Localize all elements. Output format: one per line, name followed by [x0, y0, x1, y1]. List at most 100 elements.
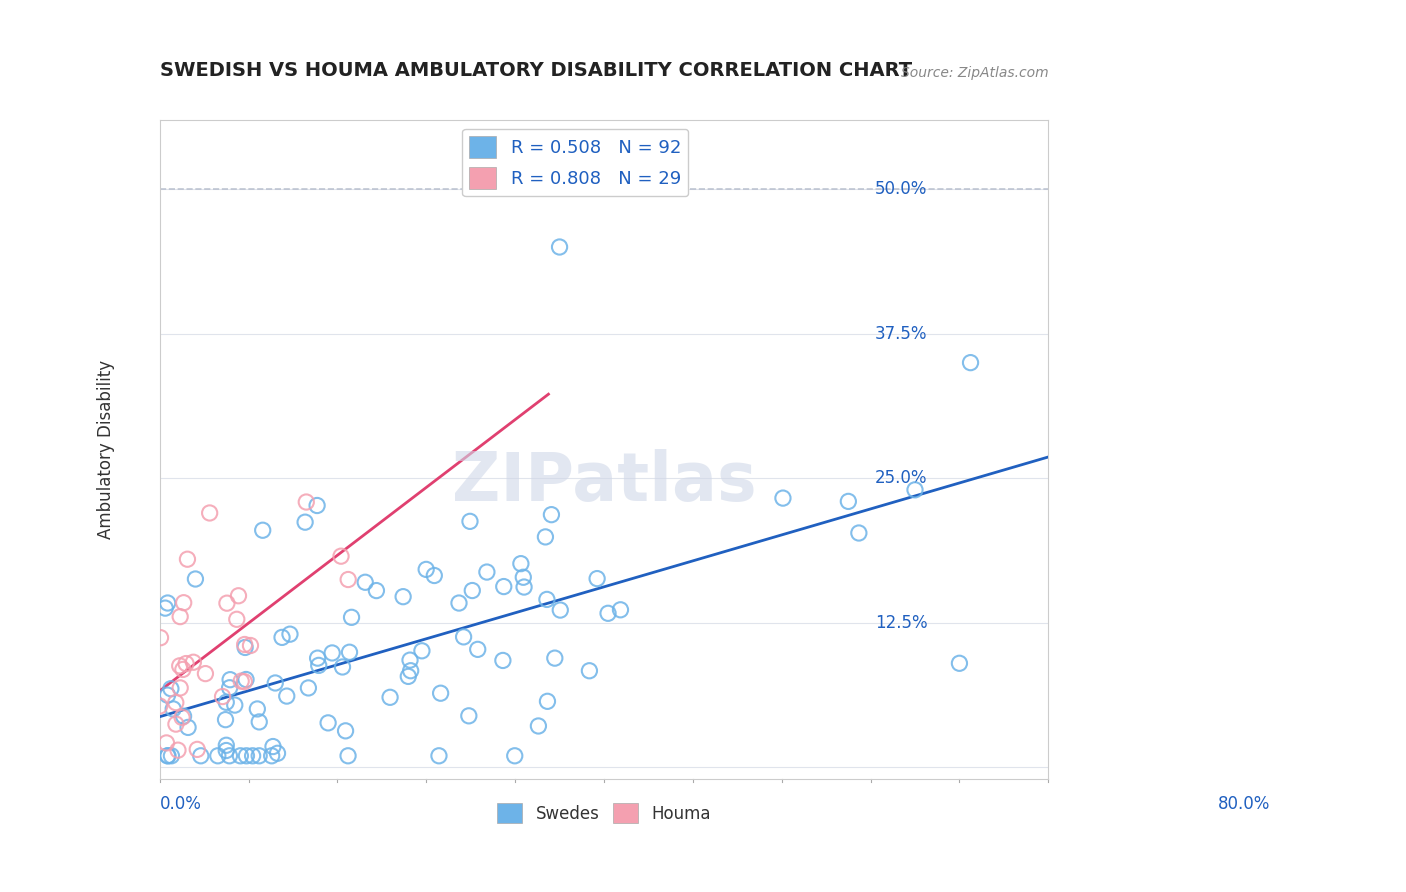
Point	[534, 530, 557, 544]
Point	[165, 696, 187, 710]
Point	[169, 658, 191, 673]
Point	[959, 356, 981, 370]
Point	[492, 580, 515, 594]
Text: Source: ZipAtlas.com: Source: ZipAtlas.com	[901, 66, 1049, 80]
Point	[527, 719, 550, 733]
Point	[411, 644, 433, 658]
Point	[219, 673, 242, 687]
Point	[321, 646, 343, 660]
Point	[156, 748, 179, 763]
Point	[214, 713, 236, 727]
Point	[544, 651, 567, 665]
Point	[235, 748, 257, 763]
Point	[548, 603, 571, 617]
Point	[509, 557, 531, 571]
Point	[458, 514, 481, 528]
Point	[461, 583, 484, 598]
Point	[233, 674, 256, 689]
Point	[262, 739, 284, 754]
Point	[266, 746, 288, 760]
Point	[170, 710, 193, 724]
Point	[207, 748, 229, 763]
Point	[225, 612, 247, 626]
Point	[169, 609, 191, 624]
Point	[231, 674, 253, 689]
Point	[174, 657, 197, 671]
Point	[184, 572, 207, 586]
Point	[427, 748, 450, 763]
Point	[378, 690, 401, 705]
Point	[294, 515, 316, 529]
Point	[399, 664, 422, 678]
Point	[218, 748, 240, 763]
Point	[194, 666, 217, 681]
Point	[242, 748, 264, 763]
Point	[337, 573, 360, 587]
Point	[335, 723, 357, 738]
Point	[155, 601, 177, 615]
Point	[215, 596, 238, 610]
Point	[228, 589, 250, 603]
Point	[457, 709, 479, 723]
Point	[596, 607, 619, 621]
Point	[475, 565, 498, 579]
Point	[157, 748, 180, 763]
Point	[513, 580, 536, 594]
Point	[772, 491, 794, 505]
Text: 37.5%: 37.5%	[875, 325, 928, 343]
Point	[307, 651, 329, 665]
Text: SWEDISH VS HOUMA AMBULATORY DISABILITY CORRELATION CHART: SWEDISH VS HOUMA AMBULATORY DISABILITY C…	[160, 62, 912, 80]
Point	[536, 694, 558, 708]
Text: 12.5%: 12.5%	[875, 614, 928, 632]
Point	[149, 699, 172, 714]
Point	[330, 549, 353, 564]
Point	[337, 748, 360, 763]
Text: 25.0%: 25.0%	[875, 469, 928, 487]
Point	[536, 592, 558, 607]
Point	[215, 743, 238, 757]
Point	[186, 742, 208, 756]
Legend: Swedes, Houma: Swedes, Houma	[491, 797, 717, 830]
Point	[173, 596, 195, 610]
Point	[512, 570, 534, 584]
Point	[339, 645, 361, 659]
Point	[904, 483, 927, 497]
Point	[233, 640, 256, 655]
Point	[399, 653, 422, 667]
Point	[160, 748, 183, 763]
Point	[276, 689, 298, 703]
Point	[246, 702, 269, 716]
Point	[467, 642, 489, 657]
Point	[224, 698, 246, 712]
Point	[235, 673, 257, 687]
Text: 0.0%: 0.0%	[160, 796, 201, 814]
Point	[176, 552, 198, 566]
Point	[233, 638, 256, 652]
Point	[366, 583, 388, 598]
Text: Ambulatory Disability: Ambulatory Disability	[97, 359, 115, 539]
Point	[354, 575, 377, 590]
Point	[447, 596, 470, 610]
Point	[172, 662, 194, 676]
Point	[215, 695, 238, 709]
Text: ZIPatlas: ZIPatlas	[451, 450, 756, 516]
Point	[162, 702, 184, 716]
Point	[156, 688, 179, 702]
Point	[415, 562, 437, 576]
Point	[609, 603, 631, 617]
Point	[247, 714, 270, 729]
Point	[297, 681, 319, 695]
Point	[453, 630, 475, 644]
Point	[215, 738, 238, 752]
Point	[239, 639, 262, 653]
Point	[177, 720, 200, 734]
Text: 50.0%: 50.0%	[875, 180, 928, 198]
Point	[307, 499, 329, 513]
Point	[429, 686, 451, 700]
Point	[156, 596, 179, 610]
Point	[165, 717, 187, 731]
Point	[218, 681, 240, 695]
Point	[278, 627, 301, 641]
Point	[247, 748, 270, 763]
Point	[492, 653, 515, 667]
